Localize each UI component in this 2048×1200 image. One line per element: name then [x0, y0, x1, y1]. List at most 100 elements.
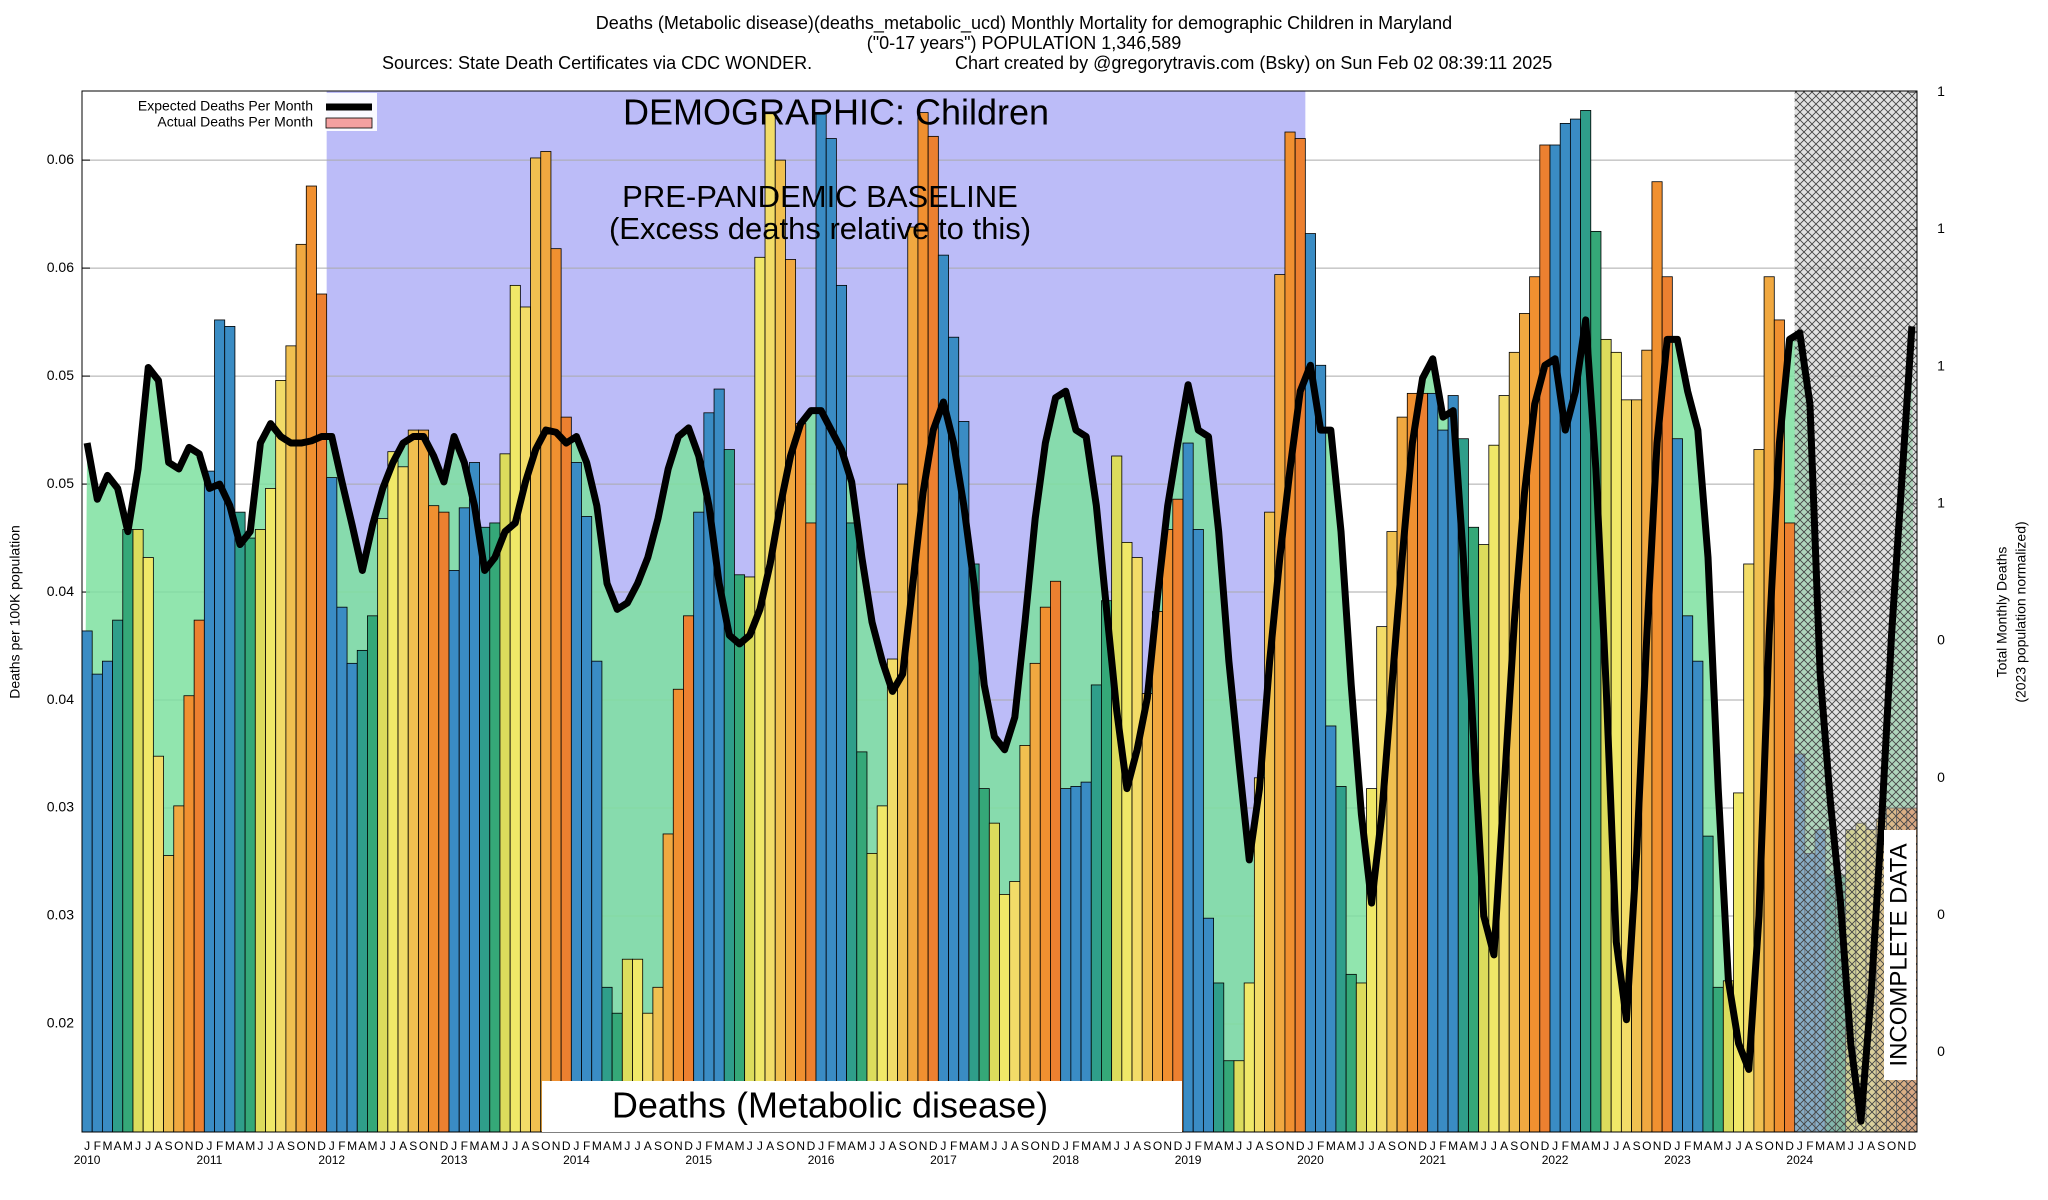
x-tick-label: J	[1124, 1139, 1130, 1153]
bar	[163, 855, 175, 1133]
x-tick-label: D	[440, 1139, 449, 1153]
x-tick-label: F	[705, 1139, 712, 1153]
x-tick-label: M	[225, 1139, 235, 1153]
x-tick-label: J	[1430, 1139, 1436, 1153]
bar	[356, 649, 368, 1133]
x-tick-label: F	[828, 1139, 835, 1153]
year-label: 2014	[563, 1153, 590, 1167]
annotation: DEMOGRAPHIC: Children	[623, 92, 1049, 133]
bar	[1733, 792, 1745, 1133]
bar	[897, 483, 909, 1133]
x-tick-label: M	[1713, 1139, 1723, 1153]
x-tick-label: S	[654, 1139, 662, 1153]
year-label: 2024	[1786, 1153, 1813, 1167]
bar	[1376, 626, 1388, 1133]
x-tick-label: J	[380, 1139, 386, 1153]
x-tick-label: M	[1346, 1139, 1356, 1153]
x-tick-label: J	[1307, 1139, 1313, 1153]
x-tick-label: J	[1613, 1139, 1619, 1153]
bar	[1651, 181, 1663, 1133]
x-tick-label: F	[461, 1139, 468, 1153]
x-tick-label: D	[1174, 1139, 1183, 1153]
x-tick-label: O	[1520, 1139, 1529, 1153]
x-tick-label: O	[664, 1139, 673, 1153]
x-tick-label: N	[307, 1139, 316, 1153]
year-label: 2019	[1175, 1153, 1202, 1167]
x-tick-label: S	[776, 1139, 784, 1153]
x-tick-label: A	[1704, 1139, 1712, 1153]
x-tick-label: N	[674, 1139, 683, 1153]
bar	[367, 615, 379, 1133]
bar	[1580, 110, 1592, 1133]
x-tick-label: D	[195, 1139, 204, 1153]
x-tick-label: J	[1114, 1139, 1120, 1153]
x-tick-label: M	[1102, 1139, 1112, 1153]
bar	[152, 755, 164, 1133]
bar	[1019, 745, 1031, 1133]
x-tick-label: J	[135, 1139, 141, 1153]
x-tick-label: A	[399, 1139, 407, 1153]
x-tick-label: S	[1877, 1139, 1885, 1153]
bar	[723, 449, 735, 1133]
bar	[336, 606, 348, 1133]
bar	[142, 557, 154, 1133]
y2-tick-label: 0	[1937, 769, 1945, 785]
x-tick-label: A	[277, 1139, 285, 1153]
x-tick-label: J	[1369, 1139, 1375, 1153]
x-tick-label: M	[735, 1139, 745, 1153]
x-tick-label: A	[644, 1139, 652, 1153]
x-tick-label: J	[1185, 1139, 1191, 1153]
x-tick-label: A	[725, 1139, 733, 1153]
x-tick-label: M	[123, 1139, 133, 1153]
y-tick-label: 0.06	[47, 151, 74, 167]
bar	[815, 112, 827, 1133]
bar	[91, 673, 103, 1133]
x-tick-label: D	[1418, 1139, 1427, 1153]
x-tick-label: N	[1041, 1139, 1050, 1153]
year-label: 2020	[1297, 1153, 1324, 1167]
x-tick-label: O	[174, 1139, 183, 1153]
x-tick-label: J	[1481, 1139, 1487, 1153]
y-tick-label: 0.05	[47, 475, 74, 491]
y2-tick-label: 1	[1937, 495, 1945, 511]
bar	[693, 511, 705, 1133]
bar	[805, 522, 817, 1133]
x-tick-label: A	[481, 1139, 489, 1153]
bar	[1294, 138, 1306, 1133]
year-label: 2015	[685, 1153, 712, 1167]
bar	[835, 284, 847, 1133]
bar	[1141, 693, 1153, 1133]
bar	[224, 326, 236, 1133]
y-tick-label: 0.03	[47, 907, 74, 923]
bar	[193, 619, 205, 1133]
x-tick-label: J	[696, 1139, 702, 1153]
bar	[530, 157, 542, 1133]
x-tick-label: J	[940, 1139, 946, 1153]
x-tick-label: D	[1051, 1139, 1060, 1153]
x-tick-label: D	[929, 1139, 938, 1153]
x-tick-label: J	[1552, 1139, 1558, 1153]
bar	[785, 259, 797, 1133]
bar	[428, 505, 440, 1133]
x-tick-label: S	[532, 1139, 540, 1153]
y-tick-label: 0.02	[47, 1015, 74, 1031]
bar	[479, 526, 491, 1133]
label-box	[542, 1081, 1182, 1132]
bar	[81, 630, 93, 1133]
x-tick-label: J	[84, 1139, 90, 1153]
x-tick-label: J	[390, 1139, 396, 1153]
bar	[1090, 684, 1102, 1133]
x-tick-label: N	[552, 1139, 561, 1153]
x-tick-label: D	[562, 1139, 571, 1153]
x-tick-label: O	[908, 1139, 917, 1153]
x-tick-label: J	[206, 1139, 212, 1153]
bar	[234, 511, 246, 1133]
bar	[1437, 429, 1449, 1133]
x-tick-label: M	[959, 1139, 969, 1153]
x-tick-label: F	[338, 1139, 345, 1153]
bar	[1182, 442, 1194, 1133]
x-tick-label: J	[573, 1139, 579, 1153]
x-tick-label: O	[1153, 1139, 1162, 1153]
bar	[448, 570, 460, 1133]
